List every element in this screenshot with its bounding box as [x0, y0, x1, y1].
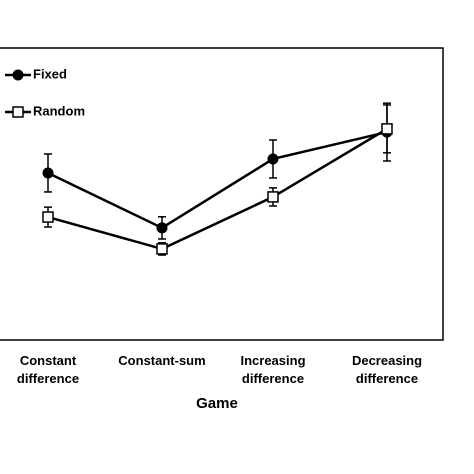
x-axis-label: Game: [196, 395, 238, 412]
legend-label: Random: [33, 103, 85, 118]
plot-frame: [0, 47, 444, 341]
marker: [12, 106, 24, 118]
marker: [267, 191, 279, 203]
x-tick-label: Constant-sum: [118, 353, 206, 368]
x-tick-label: Constant difference: [16, 353, 80, 386]
marker: [12, 69, 24, 81]
marker: [381, 123, 393, 135]
series-line: [47, 127, 388, 251]
marker: [42, 211, 54, 223]
marker: [156, 222, 168, 234]
marker: [267, 153, 279, 165]
marker: [42, 167, 54, 179]
x-tick-label: Increasing difference: [240, 353, 306, 386]
marker: [156, 243, 168, 255]
legend-label: Fixed: [33, 66, 67, 81]
x-tick-label: Decreasing difference: [351, 353, 423, 386]
series-line: [47, 130, 388, 230]
